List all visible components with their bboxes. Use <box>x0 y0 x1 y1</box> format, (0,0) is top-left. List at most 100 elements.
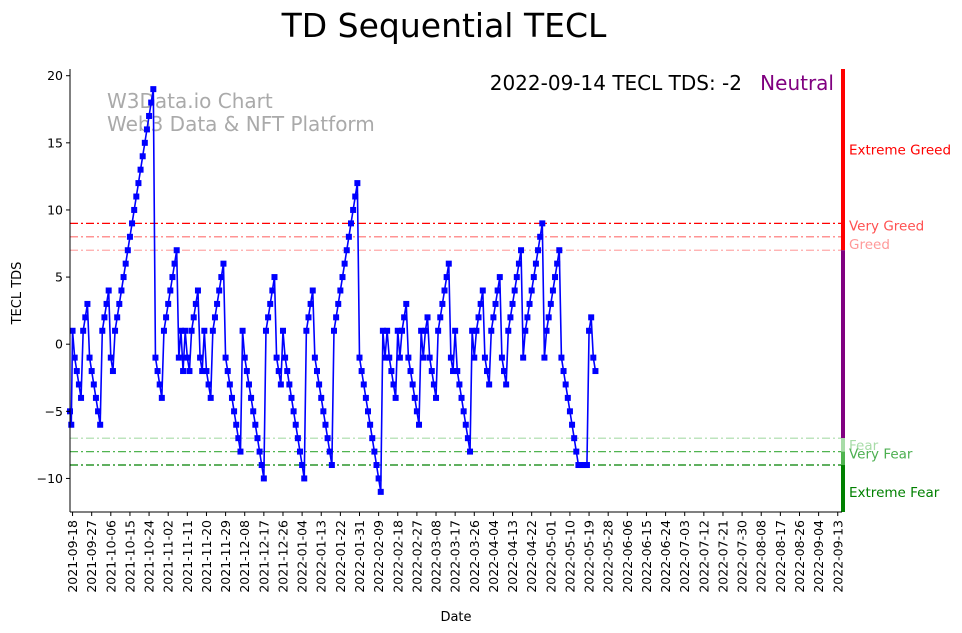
x-tick-label-38: 2022-08-26 <box>792 520 807 593</box>
data-point-12 <box>90 381 97 388</box>
data-point-190 <box>469 327 476 334</box>
data-point-177 <box>441 287 448 294</box>
data-point-93 <box>262 327 269 334</box>
data-point-168 <box>422 327 429 334</box>
x-tick-label-23: 2022-04-13 <box>505 520 520 593</box>
data-point-40 <box>150 86 157 93</box>
y-tick-label-4: 0 <box>55 337 63 352</box>
data-point-8 <box>82 314 89 321</box>
data-point-197 <box>484 368 491 375</box>
data-point-28 <box>124 247 131 254</box>
x-tick-label-11: 2021-12-26 <box>275 520 290 593</box>
data-point-213 <box>518 247 525 254</box>
y-axis-title: TECL TDS <box>10 262 25 326</box>
data-point-163 <box>411 394 418 401</box>
data-point-58 <box>188 327 195 334</box>
data-point-110 <box>299 462 306 469</box>
data-point-92 <box>260 475 267 482</box>
data-point-152 <box>388 368 395 375</box>
data-point-55 <box>182 327 189 334</box>
data-point-86 <box>248 394 255 401</box>
data-point-183 <box>454 368 461 375</box>
data-point-97 <box>271 274 278 281</box>
x-tick-label-18: 2022-02-27 <box>409 520 424 593</box>
data-point-54 <box>180 368 187 375</box>
data-point-142 <box>367 421 374 428</box>
x-tick-label-35: 2022-07-30 <box>735 520 750 593</box>
data-point-112 <box>303 327 310 334</box>
data-point-198 <box>486 381 493 388</box>
data-point-194 <box>477 300 484 307</box>
y-tick-label-1: 15 <box>47 135 63 150</box>
data-point-212 <box>515 260 522 267</box>
data-point-116 <box>311 354 318 361</box>
x-tick-label-24: 2022-04-22 <box>524 520 539 593</box>
x-tick-label-30: 2022-06-15 <box>639 520 654 593</box>
data-point-139 <box>360 381 367 388</box>
data-point-4 <box>73 368 80 375</box>
data-point-106 <box>290 408 297 415</box>
data-point-128 <box>337 287 344 294</box>
data-point-23 <box>114 314 121 321</box>
x-tick-label-26: 2022-05-10 <box>562 520 577 593</box>
sentiment-band-neutral <box>841 250 845 439</box>
data-point-64 <box>201 327 208 334</box>
data-point-233 <box>560 368 567 375</box>
data-point-245 <box>586 327 593 334</box>
x-tick-label-20: 2022-03-17 <box>448 520 463 593</box>
data-point-231 <box>556 247 563 254</box>
data-point-88 <box>252 421 259 428</box>
data-point-7 <box>80 327 87 334</box>
status-text: 2022-09-14 TECL TDS: -2 <box>490 71 742 95</box>
data-point-10 <box>86 354 93 361</box>
data-point-50 <box>171 260 178 267</box>
data-point-74 <box>222 354 229 361</box>
data-point-140 <box>362 394 369 401</box>
data-point-61 <box>194 287 201 294</box>
x-tick-label-16: 2022-02-09 <box>371 520 386 593</box>
data-point-15 <box>97 421 104 428</box>
data-point-160 <box>405 354 412 361</box>
y-tick-label-0: 20 <box>47 68 63 83</box>
x-tick-label-0: 2021-09-18 <box>65 520 80 593</box>
data-point-234 <box>562 381 569 388</box>
data-point-108 <box>294 435 301 442</box>
data-point-34 <box>137 166 144 173</box>
x-tick-label-12: 2022-01-04 <box>295 520 310 593</box>
x-tick-label-29: 2022-06-06 <box>620 520 635 593</box>
data-point-209 <box>509 300 516 307</box>
data-point-205 <box>501 368 508 375</box>
data-point-235 <box>564 394 571 401</box>
data-point-217 <box>526 300 533 307</box>
data-point-47 <box>165 300 172 307</box>
x-tick-label-36: 2022-08-08 <box>754 520 769 593</box>
band-label-extreme-greed: Extreme Greed <box>849 143 951 159</box>
data-point-158 <box>401 314 408 321</box>
data-point-129 <box>339 274 346 281</box>
data-point-121 <box>322 421 329 428</box>
data-point-215 <box>522 327 529 334</box>
data-point-102 <box>282 354 289 361</box>
data-point-172 <box>430 381 437 388</box>
x-tick-label-32: 2022-07-03 <box>677 520 692 593</box>
data-point-174 <box>435 327 442 334</box>
data-point-184 <box>456 381 463 388</box>
data-point-6 <box>78 394 85 401</box>
x-tick-label-19: 2022-03-08 <box>429 520 444 593</box>
data-point-25 <box>118 287 125 294</box>
x-tick-label-25: 2022-05-01 <box>543 520 558 593</box>
data-point-216 <box>524 314 531 321</box>
data-point-221 <box>535 247 542 254</box>
data-point-32 <box>133 193 140 200</box>
data-point-87 <box>250 408 257 415</box>
data-point-114 <box>307 300 314 307</box>
data-point-69 <box>211 314 218 321</box>
watermark-line-1: W3Data.io Chart <box>107 89 273 113</box>
data-point-45 <box>160 327 167 334</box>
data-point-133 <box>347 220 354 227</box>
x-tick-label-31: 2022-06-24 <box>658 520 673 593</box>
data-point-166 <box>418 327 425 334</box>
data-point-27 <box>122 260 129 267</box>
band-label-extreme-fear: Extreme Fear <box>849 485 940 501</box>
y-tick-label-6: −10 <box>37 471 63 486</box>
